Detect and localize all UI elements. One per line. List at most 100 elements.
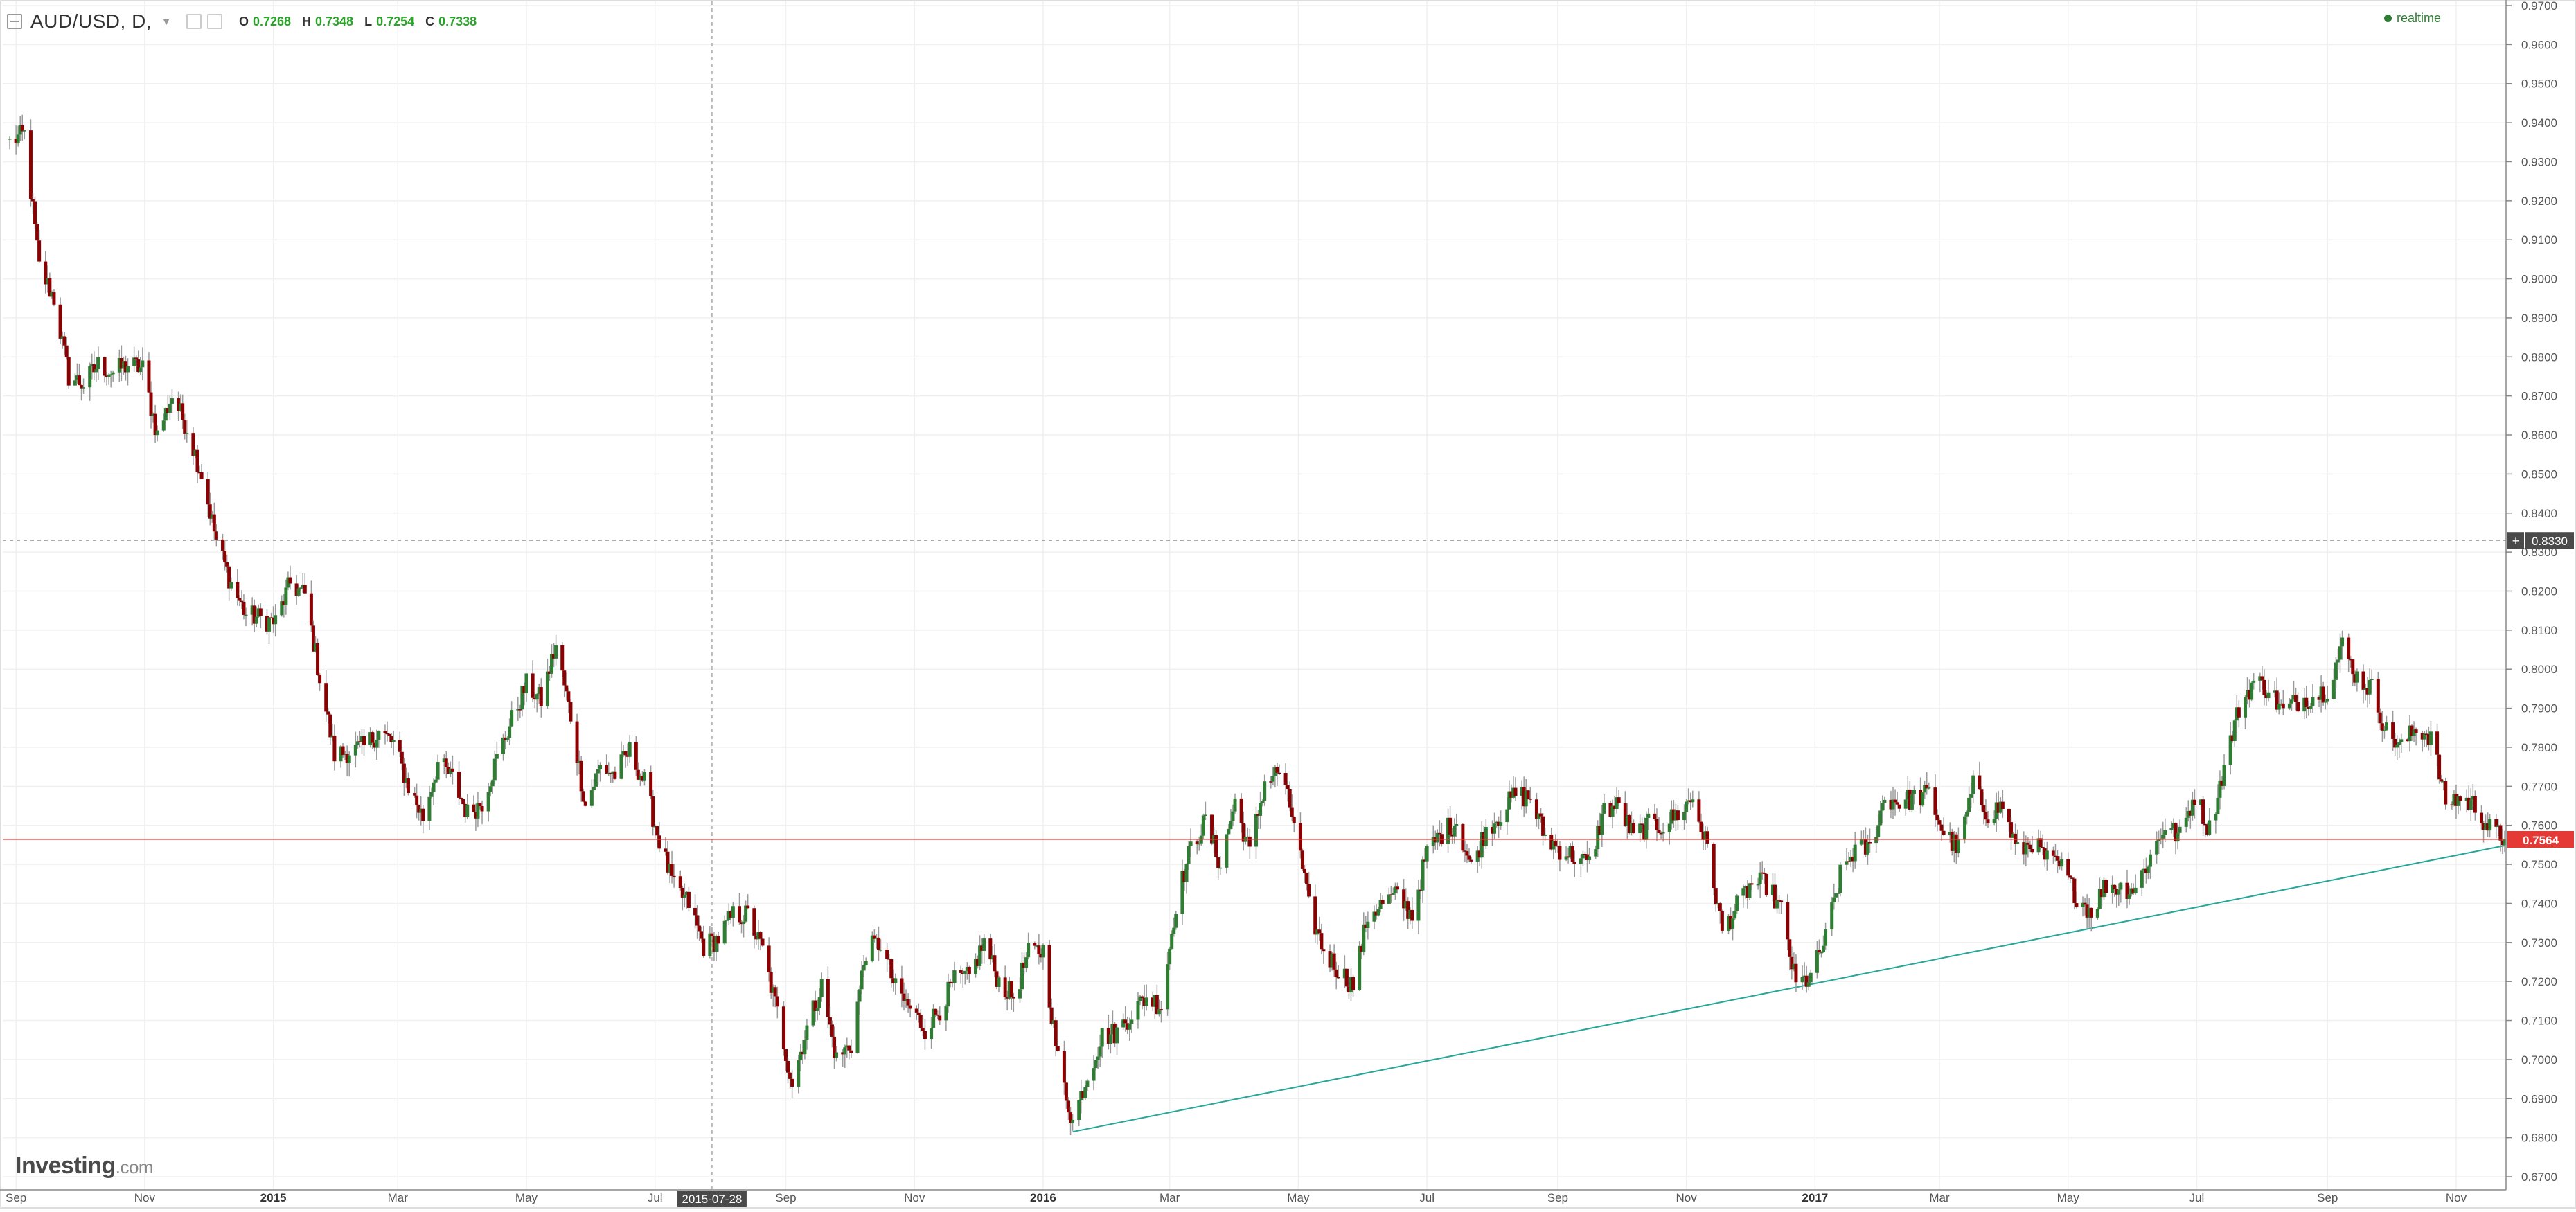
candle[interactable]: [2041, 834, 2045, 856]
candle[interactable]: [1893, 789, 1897, 816]
candle[interactable]: [269, 612, 274, 618]
candle[interactable]: [1110, 1010, 1114, 1044]
candle[interactable]: [1155, 984, 1159, 1015]
candle[interactable]: [236, 569, 240, 606]
candle[interactable]: [2353, 670, 2357, 686]
candle[interactable]: [1564, 846, 1568, 862]
candle[interactable]: [2070, 877, 2075, 891]
candle[interactable]: [250, 597, 254, 626]
candle[interactable]: [1697, 791, 1701, 824]
candle[interactable]: [2317, 695, 2321, 708]
candle[interactable]: [1108, 1024, 1112, 1054]
candle[interactable]: [2089, 907, 2093, 932]
candle[interactable]: [1364, 916, 1368, 932]
candle[interactable]: [123, 355, 127, 381]
candle[interactable]: [385, 721, 389, 742]
candle[interactable]: [111, 370, 115, 382]
candle[interactable]: [2311, 684, 2315, 713]
candle[interactable]: [1903, 792, 1908, 816]
candle[interactable]: [2036, 829, 2041, 855]
candle[interactable]: [383, 724, 387, 745]
candle[interactable]: [708, 926, 712, 959]
candle[interactable]: [2157, 830, 2161, 855]
candle[interactable]: [1718, 902, 1722, 924]
candle[interactable]: [560, 642, 565, 677]
candle[interactable]: [847, 1045, 851, 1060]
candle[interactable]: [2176, 825, 2180, 850]
candle[interactable]: [2422, 731, 2426, 747]
candle[interactable]: [1277, 764, 1281, 776]
candle[interactable]: [1140, 995, 1144, 1010]
candle[interactable]: [2275, 677, 2279, 713]
candle[interactable]: [30, 193, 35, 214]
candle[interactable]: [589, 779, 594, 808]
candle[interactable]: [301, 573, 305, 593]
candle[interactable]: [1499, 810, 1503, 830]
candle[interactable]: [1802, 962, 1806, 986]
candle[interactable]: [539, 678, 543, 718]
candle[interactable]: [1891, 786, 1895, 819]
candle[interactable]: [976, 955, 980, 969]
candle[interactable]: [1806, 974, 1811, 991]
candle[interactable]: [256, 604, 260, 618]
candle[interactable]: [1187, 841, 1191, 871]
candle[interactable]: [930, 1017, 934, 1049]
candle[interactable]: [419, 796, 423, 826]
candle[interactable]: [1047, 940, 1051, 1010]
candle[interactable]: [254, 606, 258, 627]
candle[interactable]: [628, 735, 632, 763]
candle[interactable]: [2199, 799, 2203, 810]
candle[interactable]: [1939, 823, 1944, 841]
candle[interactable]: [1317, 916, 1322, 941]
candle[interactable]: [740, 920, 744, 934]
candle[interactable]: [1261, 799, 1265, 807]
candle[interactable]: [684, 891, 689, 909]
candle[interactable]: [988, 934, 993, 965]
candle[interactable]: [594, 773, 598, 787]
candle[interactable]: [155, 425, 159, 442]
candle[interactable]: [1800, 965, 1804, 990]
candle[interactable]: [223, 540, 227, 571]
candle[interactable]: [843, 1044, 847, 1068]
candle[interactable]: [562, 670, 567, 697]
candle[interactable]: [1830, 897, 1834, 937]
candle[interactable]: [781, 1001, 785, 1056]
candle[interactable]: [1241, 811, 1245, 851]
candle[interactable]: [1741, 884, 1746, 908]
candle[interactable]: [2484, 814, 2488, 830]
candle[interactable]: [666, 841, 670, 875]
candle[interactable]: [345, 745, 349, 776]
candle[interactable]: [274, 604, 278, 637]
candle[interactable]: [2000, 790, 2005, 818]
candle[interactable]: [1009, 981, 1013, 1010]
candle[interactable]: [1942, 817, 1946, 837]
candle[interactable]: [1817, 939, 1821, 955]
candle[interactable]: [195, 445, 199, 484]
candle[interactable]: [1935, 809, 1939, 832]
candle[interactable]: [668, 863, 672, 883]
candle[interactable]: [463, 802, 468, 823]
candle[interactable]: [1011, 992, 1015, 1012]
candle[interactable]: [980, 938, 984, 964]
candle[interactable]: [1528, 786, 1532, 804]
candle[interactable]: [444, 751, 448, 778]
candle[interactable]: [1775, 888, 1779, 914]
candle[interactable]: [1673, 803, 1678, 832]
candle[interactable]: [1305, 872, 1309, 891]
candle[interactable]: [2111, 875, 2115, 904]
candle[interactable]: [577, 750, 581, 775]
candle[interactable]: [1115, 1023, 1119, 1055]
candle[interactable]: [1303, 864, 1307, 883]
candle[interactable]: [1286, 781, 1290, 802]
candle[interactable]: [1425, 844, 1429, 869]
candle[interactable]: [932, 1004, 936, 1028]
candle[interactable]: [1644, 811, 1649, 849]
candle[interactable]: [1779, 899, 1784, 914]
candle[interactable]: [767, 937, 771, 982]
candle[interactable]: [1342, 955, 1347, 988]
candle[interactable]: [1421, 856, 1425, 903]
candle[interactable]: [2058, 856, 2062, 870]
candle[interactable]: [1098, 1034, 1102, 1067]
candle[interactable]: [1923, 781, 1927, 799]
candle[interactable]: [1419, 879, 1423, 900]
